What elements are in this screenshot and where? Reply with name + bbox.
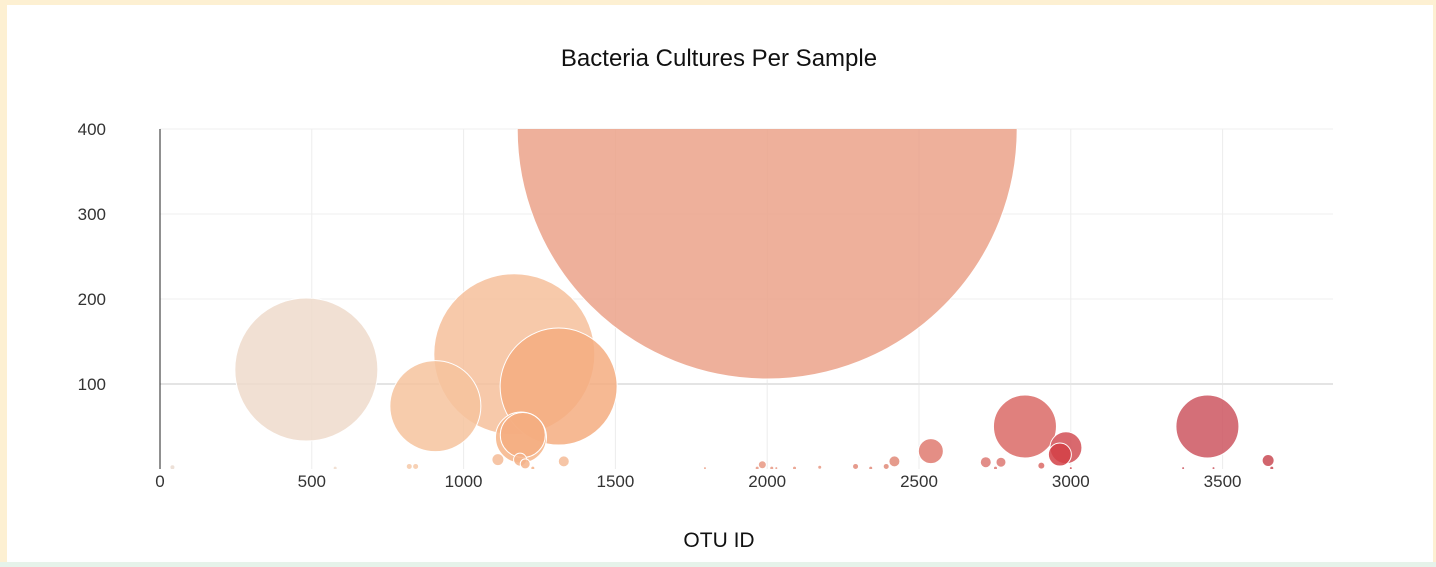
bubble-point[interactable]	[557, 455, 570, 468]
bottom-strip	[0, 562, 1436, 567]
bubble-point[interactable]	[979, 456, 992, 469]
bubble-point[interactable]	[992, 394, 1057, 459]
x-tick-label: 0	[155, 472, 164, 491]
x-tick-label: 3000	[1052, 472, 1090, 491]
x-tick-label: 2500	[900, 472, 938, 491]
bubble-point[interactable]	[1181, 466, 1186, 470]
y-tick-label: 400	[78, 120, 106, 139]
bubble-point[interactable]	[1047, 442, 1072, 467]
bubble-series	[169, 0, 1275, 470]
bubble-point[interactable]	[757, 460, 767, 469]
bubble-point[interactable]	[389, 360, 482, 453]
x-tick-label: 3500	[1204, 472, 1242, 491]
x-tick-label: 1500	[596, 472, 634, 491]
bubble-point[interactable]	[405, 462, 413, 469]
bubble-point[interactable]	[754, 465, 760, 470]
bubble-point[interactable]	[491, 453, 505, 467]
bubble-point[interactable]	[882, 462, 890, 469]
bubble-point[interactable]	[792, 465, 798, 470]
y-tick-label: 300	[78, 205, 106, 224]
bubble-point[interactable]	[412, 462, 420, 469]
bubble-point[interactable]	[702, 466, 707, 470]
x-axis-label: OTU ID	[683, 529, 754, 552]
y-tick-label: 200	[78, 290, 106, 309]
tick-labels: 0 500 1000 1500 2000 2500 3000 3500 100 200 300 400	[78, 120, 1242, 491]
top-strip-right	[822, 0, 860, 5]
x-tick-label: 1000	[445, 472, 483, 491]
bubble-point[interactable]	[1037, 461, 1046, 469]
bubble-point[interactable]	[169, 464, 176, 470]
bubble-point[interactable]	[1175, 394, 1240, 459]
bubble-point[interactable]	[234, 297, 379, 442]
chart-title: Bacteria Cultures Per Sample	[561, 45, 877, 72]
bubble-point[interactable]	[917, 438, 944, 465]
bubble-point[interactable]	[1211, 466, 1216, 470]
x-tick-label: 500	[298, 472, 326, 491]
bubble-point[interactable]	[852, 462, 860, 469]
bubble-point[interactable]	[1269, 465, 1275, 470]
bubble-point[interactable]	[774, 466, 779, 470]
bubble-point[interactable]	[332, 465, 338, 470]
bubble-point[interactable]	[516, 0, 1018, 380]
bubble-point[interactable]	[499, 412, 546, 458]
y-tick-label: 100	[78, 375, 106, 394]
bubble-point[interactable]	[868, 465, 874, 470]
bubble-point[interactable]	[530, 465, 536, 470]
bubble-point[interactable]	[995, 456, 1007, 468]
bubble-point[interactable]	[769, 465, 775, 470]
bubble-point[interactable]	[888, 455, 901, 468]
x-tick-label: 2000	[748, 472, 786, 491]
bubble-point[interactable]	[993, 465, 999, 470]
bubble-point[interactable]	[519, 458, 531, 469]
top-strip-left	[0, 0, 250, 5]
bubble-point[interactable]	[817, 464, 823, 469]
bubble-point[interactable]	[1261, 454, 1275, 467]
bubble-point[interactable]	[1068, 466, 1073, 470]
